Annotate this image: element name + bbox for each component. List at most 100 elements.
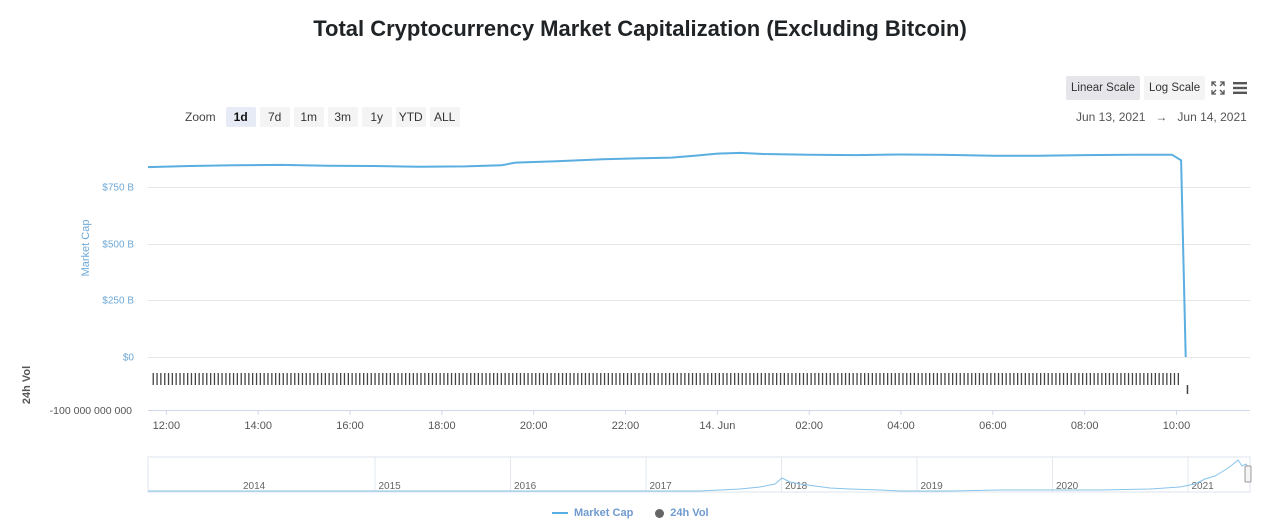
volume-bar (1139, 373, 1141, 385)
volume-bar (611, 373, 613, 385)
volume-bar (366, 373, 369, 385)
zoom-7d-button[interactable]: 7d (259, 107, 290, 127)
volume-bar (286, 373, 288, 385)
volume-bar (879, 373, 881, 385)
volume-bar (152, 373, 154, 385)
volume-bar (194, 373, 196, 385)
volume-bar (1051, 373, 1053, 385)
volume-bar (672, 373, 675, 385)
volume-bar (699, 373, 701, 385)
volume-bar (821, 373, 824, 385)
y-tick-label: $250 B (102, 296, 134, 307)
volume-bar (1017, 373, 1019, 385)
volume-bar (810, 373, 812, 385)
volume-bar (795, 373, 797, 385)
volume-bar (1116, 373, 1118, 385)
zoom-ytd-button[interactable]: YTD (395, 107, 426, 127)
y-tick-label: $500 B (102, 240, 134, 251)
volume-bar (527, 373, 529, 385)
navigator-handle[interactable] (1244, 465, 1252, 483)
volume-bar (324, 373, 326, 385)
legend-market-cap[interactable]: Market Cap (552, 507, 633, 519)
volume-bar (244, 373, 246, 385)
volume-bar (684, 373, 686, 385)
x-tick-label: 02:00 (795, 420, 823, 432)
volume-bar (925, 373, 927, 385)
volume-bar (749, 373, 751, 385)
volume-bar (848, 373, 850, 385)
linear-scale-button[interactable]: Linear Scale (1066, 76, 1140, 100)
volume-bar (1040, 373, 1042, 385)
x-tick-label: 12:00 (153, 420, 181, 432)
volume-bar (546, 373, 548, 385)
volume-bar (477, 373, 479, 385)
market-cap-series-line (147, 151, 1187, 358)
volume-bar (948, 373, 950, 385)
volume-bar (343, 373, 346, 385)
volume-bar (1127, 373, 1130, 385)
volume-bar (875, 373, 877, 385)
volume-bar (340, 373, 342, 385)
volume-bar (313, 373, 315, 385)
volume-bar (351, 373, 353, 385)
x-tick-label: 04:00 (887, 420, 915, 432)
log-scale-button[interactable]: Log Scale (1143, 76, 1206, 100)
legend-dot-swatch (655, 508, 665, 518)
volume-bar (833, 373, 835, 385)
volume-bar (462, 373, 464, 385)
volume-bar (454, 373, 457, 385)
volume-bar (554, 373, 556, 385)
volume-bar (944, 373, 946, 385)
volume-bar (883, 373, 885, 385)
volume-bar (175, 373, 177, 385)
navigator[interactable]: 2014 2015 2016 2017 2018 2019 2020 2021 (147, 456, 1280, 493)
volume-bar (1032, 373, 1034, 385)
volume-bar (760, 373, 762, 385)
date-to-input[interactable]: Jun 14, 2021 (1177, 110, 1247, 124)
zoom-1m-button[interactable]: 1m (293, 107, 324, 127)
date-from-input[interactable]: Jun 13, 2021 (1076, 110, 1146, 124)
volume-bar (1131, 373, 1134, 385)
volume-bar (776, 373, 778, 385)
vol-tick-label: -100 000 000 000 (50, 405, 132, 417)
fullscreen-icon[interactable] (1209, 79, 1227, 97)
volume-bar (210, 373, 212, 385)
volume-bar (217, 373, 219, 385)
volume-bar (1166, 373, 1168, 385)
volume-bar (1089, 373, 1091, 385)
volume-bar (213, 373, 216, 385)
y-tick-label: $750 B (102, 183, 134, 194)
volume-bar (607, 373, 609, 385)
volume-bar (397, 373, 399, 385)
volume-bar (649, 373, 652, 385)
zoom-1y-button[interactable]: 1y (361, 107, 392, 127)
volume-bar (668, 373, 671, 385)
volume-bar (860, 373, 862, 385)
zoom-1d-button[interactable]: 1d (225, 107, 256, 127)
vol-axis-title: 24h Vol (21, 366, 33, 404)
volume-bar (1070, 373, 1072, 385)
volume-bar (703, 373, 705, 385)
volume-bar (1105, 373, 1107, 385)
volume-bar (1059, 373, 1061, 385)
navigator-year-label: 2020 (1056, 481, 1079, 492)
volume-bar (187, 373, 189, 385)
volume-bar (1162, 373, 1164, 385)
zoom-3m-button[interactable]: 3m (327, 107, 358, 127)
volume-bar (1135, 373, 1137, 385)
volume-bar (573, 373, 575, 385)
volume-bar (240, 373, 242, 385)
legend-24h-vol[interactable]: 24h Vol (655, 507, 709, 519)
volume-bar (1013, 373, 1015, 385)
volume-bar (1009, 373, 1011, 385)
menu-icon[interactable] (1231, 79, 1249, 97)
volume-bar (779, 373, 782, 385)
volume-bar (1108, 373, 1111, 385)
volume-bar (1024, 373, 1026, 385)
volume-bar (1097, 373, 1099, 385)
volume-bar (967, 373, 969, 385)
zoom-all-button[interactable]: ALL (429, 107, 460, 127)
volume-bar (320, 373, 323, 385)
zoom-toolbar: Zoom 1d 7d 1m 3m 1y YTD ALL (185, 107, 460, 127)
x-tick-label: 08:00 (1071, 420, 1099, 432)
